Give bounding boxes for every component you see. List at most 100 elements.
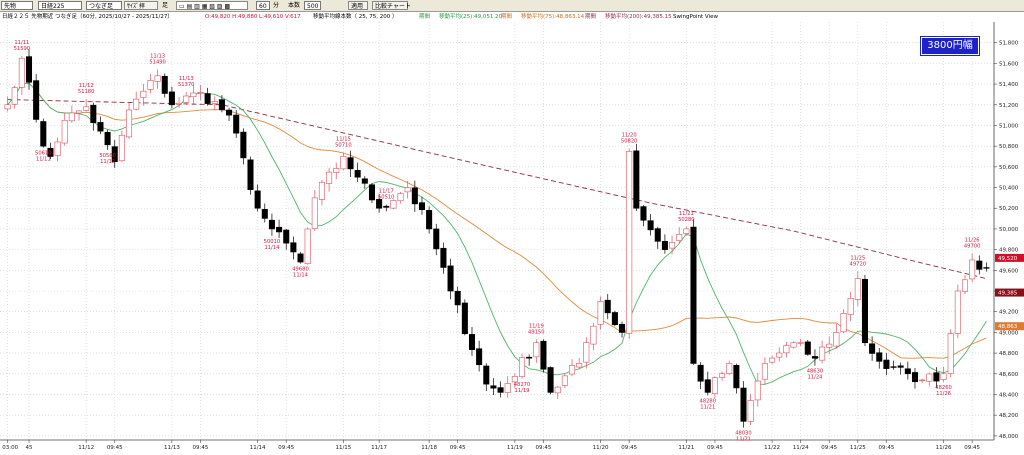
last-price-tag-bg xyxy=(995,288,1024,297)
candle-body xyxy=(276,226,283,233)
candle-body xyxy=(433,228,440,250)
x-tick-label: 09:45 xyxy=(278,445,294,451)
candle-body xyxy=(476,348,483,366)
y-tick-label: 48,400 xyxy=(999,392,1019,398)
candle-body xyxy=(118,134,125,162)
x-tick-label: 09:45 xyxy=(450,445,466,451)
candle-body xyxy=(711,377,718,394)
candle-body xyxy=(97,122,104,132)
x-tick-label: 11/22 xyxy=(764,445,780,451)
candle-body xyxy=(204,93,211,104)
apply-button[interactable]: 適用 xyxy=(348,1,368,10)
swing-label: 11/21 xyxy=(700,404,715,410)
candle-body xyxy=(576,363,583,368)
timeframe-button[interactable]: ｻｲｽﾞ拝 xyxy=(124,1,158,10)
y-tick-label: 49,000 xyxy=(999,330,1019,336)
swing-label: 11/15 xyxy=(336,136,351,142)
ma200-price-tag-bg xyxy=(995,253,1024,262)
candle-body xyxy=(561,375,568,386)
y-tick-label: 51,800 xyxy=(999,41,1019,47)
y-tick-label: 50,600 xyxy=(999,165,1019,171)
mode-buttons[interactable]: ▭ ▤ ▥ ▦ ▧ ▨ ▩ xyxy=(176,1,248,10)
candle-body xyxy=(47,147,54,157)
swing-label: 11/11 xyxy=(36,157,51,163)
candle-body xyxy=(111,146,118,162)
candle-body xyxy=(976,260,983,270)
y-tick-label: 48,800 xyxy=(999,351,1019,357)
candle-body xyxy=(904,368,911,375)
candle-body xyxy=(254,190,261,209)
candle-body xyxy=(126,109,133,138)
swing-label: 11/13 xyxy=(179,76,194,82)
candle-body xyxy=(183,95,190,103)
candle-body xyxy=(426,210,433,230)
candle-body xyxy=(68,112,75,122)
x-tick-label: 11/25 xyxy=(850,445,866,451)
x-tick-label: 11/13 xyxy=(164,445,180,451)
candle-body xyxy=(654,228,661,242)
y-tick-label: 49,200 xyxy=(999,310,1019,316)
candle-body xyxy=(511,376,518,383)
instrument-select[interactable]: 日経225 xyxy=(38,1,82,10)
swing-label: 11/12 xyxy=(100,159,115,165)
interval-input[interactable]: 60 xyxy=(256,1,270,10)
candle-body xyxy=(483,365,490,385)
x-tick-label: 09:45 xyxy=(621,445,637,451)
x-tick-label: 09:45 xyxy=(878,445,894,451)
candle-body xyxy=(826,343,833,348)
ohlc-readout: O:49,820 H:49,880 L:49,610 V:617 xyxy=(205,14,301,20)
candle-body xyxy=(390,200,397,209)
swing-label: 11/14 xyxy=(293,273,309,279)
candle-body xyxy=(590,325,597,345)
candle-body xyxy=(861,279,868,344)
candle-body xyxy=(740,387,747,422)
swing-label: 11/14 xyxy=(264,245,280,251)
candle-body xyxy=(447,265,454,292)
y-tick-label: 50,000 xyxy=(999,227,1019,233)
candle-body xyxy=(368,184,375,201)
candle-body xyxy=(554,386,561,394)
ma-settings: 移動平均線本数（ 25, 75, 200 ） xyxy=(313,14,398,20)
candle-body xyxy=(154,75,161,82)
candle-body xyxy=(240,131,247,159)
swing-label: 50280 xyxy=(678,217,695,223)
candle-body xyxy=(168,91,175,106)
x-tick-label: 11/20 xyxy=(593,445,609,451)
count-input[interactable]: 500 xyxy=(304,1,321,10)
candle-body xyxy=(697,364,704,382)
ma3-period-tag: 期間 xyxy=(585,14,597,20)
y-tick-label: 50,200 xyxy=(999,206,1019,212)
swingpoint-toggle[interactable]: SwingPoint View xyxy=(673,14,718,20)
candle-body xyxy=(747,400,754,422)
x-tick-label: 45 xyxy=(26,445,33,451)
swing-label: 11/26 xyxy=(936,391,951,397)
swing-label: 50510 xyxy=(378,195,395,201)
swing-label: 49700 xyxy=(964,243,981,249)
candle-body xyxy=(54,141,61,156)
candle-body xyxy=(911,372,918,383)
swing-label: 11/17 xyxy=(379,189,394,195)
ma2-period-tag: 期間 xyxy=(501,14,513,20)
candle-body xyxy=(440,247,447,268)
candle-body xyxy=(876,352,883,362)
swing-label: 50580 xyxy=(99,153,116,159)
candle-body xyxy=(533,342,540,358)
contract-select[interactable]: つなぎ足 xyxy=(86,1,122,10)
candle-body xyxy=(647,220,654,231)
product-select[interactable]: 先物 xyxy=(1,1,33,10)
swing-label: 11/21 xyxy=(679,211,694,217)
candle-body xyxy=(640,206,647,221)
compare-button[interactable]: 比較チャート xyxy=(372,1,411,10)
x-tick-label: 11/15 xyxy=(335,445,351,451)
y-tick-label: 48,200 xyxy=(999,413,1019,419)
ma75-price-tag-bg xyxy=(995,322,1024,331)
candle-body xyxy=(754,380,761,401)
candle-body xyxy=(318,182,325,200)
swing-label: 48270 xyxy=(514,382,531,388)
candle-body xyxy=(397,193,404,202)
candle-body xyxy=(33,80,40,120)
candle-body xyxy=(411,187,418,205)
x-tick-label: 09:45 xyxy=(536,445,552,451)
y-tick-label: 51,200 xyxy=(999,103,1019,109)
candle-body xyxy=(719,373,726,378)
